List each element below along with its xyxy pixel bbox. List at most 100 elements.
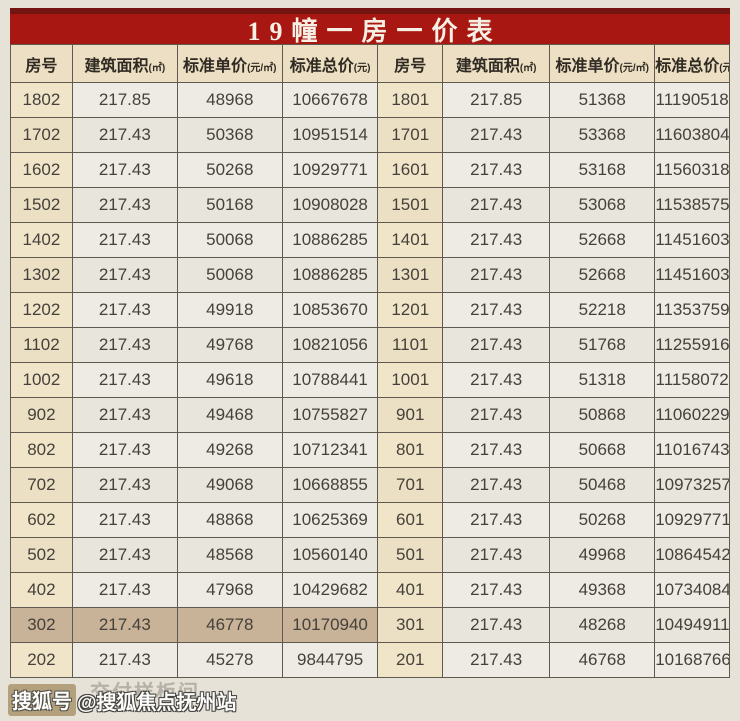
cell-area-right: 217.43 [442,432,551,468]
cell-room-right: 1601 [377,152,444,188]
cell-totalprice-left: 10788441 [281,362,379,398]
cell-totalprice-right: 11538575 [654,187,730,223]
cell-room-right: 201 [377,642,444,678]
cell-area-left: 217.43 [71,642,178,678]
cell-area-right: 217.85 [442,82,551,118]
cell-area-left: 217.43 [71,362,178,398]
cell-unitprice-left: 48968 [176,82,283,118]
cell-unitprice-left: 50368 [176,117,283,153]
cell-unitprice-left: 50168 [176,187,283,223]
col-header-unitprice-right: 标准单价(元/㎡) [549,44,656,83]
cell-unitprice-right: 46768 [549,642,656,678]
table-row: 1502 217.43 50168 10908028 1501 217.43 5… [10,187,730,223]
cell-area-left: 217.43 [71,607,178,643]
cell-room-left: 1002 [10,362,73,398]
table-row: 1702 217.43 50368 10951514 1701 217.43 5… [10,117,730,153]
cell-unitprice-left: 47968 [176,572,283,608]
cell-totalprice-right: 10929771 [654,502,730,538]
cell-unitprice-left: 49468 [176,397,283,433]
cell-totalprice-right: 11451603 [654,257,730,293]
cell-unitprice-left: 50068 [176,222,283,258]
cell-totalprice-left: 10951514 [281,117,379,153]
cell-area-right: 217.43 [442,537,551,573]
price-table: 房号 建筑面积(㎡) 标准单价(元/㎡) 标准总价(元) 房号 建筑面积(㎡) … [10,44,730,678]
cell-totalprice-right: 11060229 [654,397,730,433]
cell-room-right: 1401 [377,222,444,258]
cell-area-left: 217.43 [71,327,178,363]
cell-room-left: 1502 [10,187,73,223]
cell-area-right: 217.43 [442,187,551,223]
cell-totalprice-right: 11560318 [654,152,730,188]
cell-room-right: 1701 [377,117,444,153]
cell-unitprice-right: 52668 [549,257,656,293]
cell-area-right: 217.43 [442,292,551,328]
table-row: 502 217.43 48568 10560140 501 217.43 499… [10,537,730,573]
cell-unitprice-left: 48568 [176,537,283,573]
table-row: 602 217.43 48868 10625369 601 217.43 502… [10,502,730,538]
cell-totalprice-left: 10886285 [281,222,379,258]
table-row: 402 217.43 47968 10429682 401 217.43 493… [10,572,730,608]
cell-area-left: 217.43 [71,432,178,468]
cell-room-right: 1001 [377,362,444,398]
cell-unitprice-right: 50268 [549,502,656,538]
table-row: 1302 217.43 50068 10886285 1301 217.43 5… [10,257,730,293]
cell-totalprice-right: 11016743 [654,432,730,468]
cell-unitprice-left: 50068 [176,257,283,293]
sohu-watermark: 搜狐号 @搜狐焦点抚州站 [8,684,237,716]
cell-totalprice-right: 10168766 [654,642,730,678]
cell-area-right: 217.43 [442,467,551,503]
cell-area-left: 217.43 [71,257,178,293]
cell-totalprice-left: 10429682 [281,572,379,608]
cell-area-right: 217.43 [442,117,551,153]
cell-totalprice-right: 11158072 [654,362,730,398]
cell-room-left: 402 [10,572,73,608]
cell-unitprice-left: 49268 [176,432,283,468]
col-header-totalprice-right: 标准总价(元) [654,44,730,83]
table-row: 1802 217.85 48968 10667678 1801 217.85 5… [10,82,730,118]
cell-totalprice-left: 10170940 [281,607,379,643]
cell-unitprice-right: 50468 [549,467,656,503]
table-row: 1402 217.43 50068 10886285 1401 217.43 5… [10,222,730,258]
table-header-row: 房号 建筑面积(㎡) 标准单价(元/㎡) 标准总价(元) 房号 建筑面积(㎡) … [10,44,730,83]
cell-area-left: 217.43 [71,397,178,433]
cell-totalprice-left: 10712341 [281,432,379,468]
col-header-area-left: 建筑面积(㎡) [71,44,178,83]
background-ghost-text: 交付样板间 [90,682,200,704]
cell-unitprice-left: 49068 [176,467,283,503]
cell-unitprice-right: 50868 [549,397,656,433]
table-row: 302 217.43 46778 10170940 301 217.43 482… [10,607,730,643]
cell-totalprice-right: 10973257 [654,467,730,503]
cell-room-left: 1202 [10,292,73,328]
cell-totalprice-right: 11353759 [654,292,730,328]
table-row: 902 217.43 49468 10755827 901 217.43 508… [10,397,730,433]
table-row: 802 217.43 49268 10712341 801 217.43 506… [10,432,730,468]
table-row: 1102 217.43 49768 10821056 1101 217.43 5… [10,327,730,363]
col-header-room-left: 房号 [10,44,73,83]
cell-room-right: 401 [377,572,444,608]
cell-unitprice-right: 51368 [549,82,656,118]
page-title: 19幢一房一价表 [247,16,502,46]
cell-room-right: 301 [377,607,444,643]
cell-unitprice-left: 46778 [176,607,283,643]
table-body: 1802 217.85 48968 10667678 1801 217.85 5… [10,82,730,678]
cell-unitprice-right: 51768 [549,327,656,363]
sohu-badge: 搜狐号 [8,684,76,716]
cell-area-right: 217.43 [442,152,551,188]
cell-totalprice-left: 10755827 [281,397,379,433]
cell-area-right: 217.43 [442,502,551,538]
cell-room-right: 1101 [377,327,444,363]
cell-unitprice-right: 51318 [549,362,656,398]
cell-totalprice-left: 10625369 [281,502,379,538]
cell-area-right: 217.43 [442,572,551,608]
cell-unitprice-right: 53168 [549,152,656,188]
col-header-area-right: 建筑面积(㎡) [442,44,551,83]
cell-room-left: 302 [10,607,73,643]
cell-area-left: 217.85 [71,82,178,118]
cell-area-right: 217.43 [442,607,551,643]
cell-totalprice-right: 11255916 [654,327,730,363]
cell-unitprice-right: 48268 [549,607,656,643]
cell-room-right: 1801 [377,82,444,118]
cell-room-left: 1802 [10,82,73,118]
cell-unitprice-left: 49768 [176,327,283,363]
